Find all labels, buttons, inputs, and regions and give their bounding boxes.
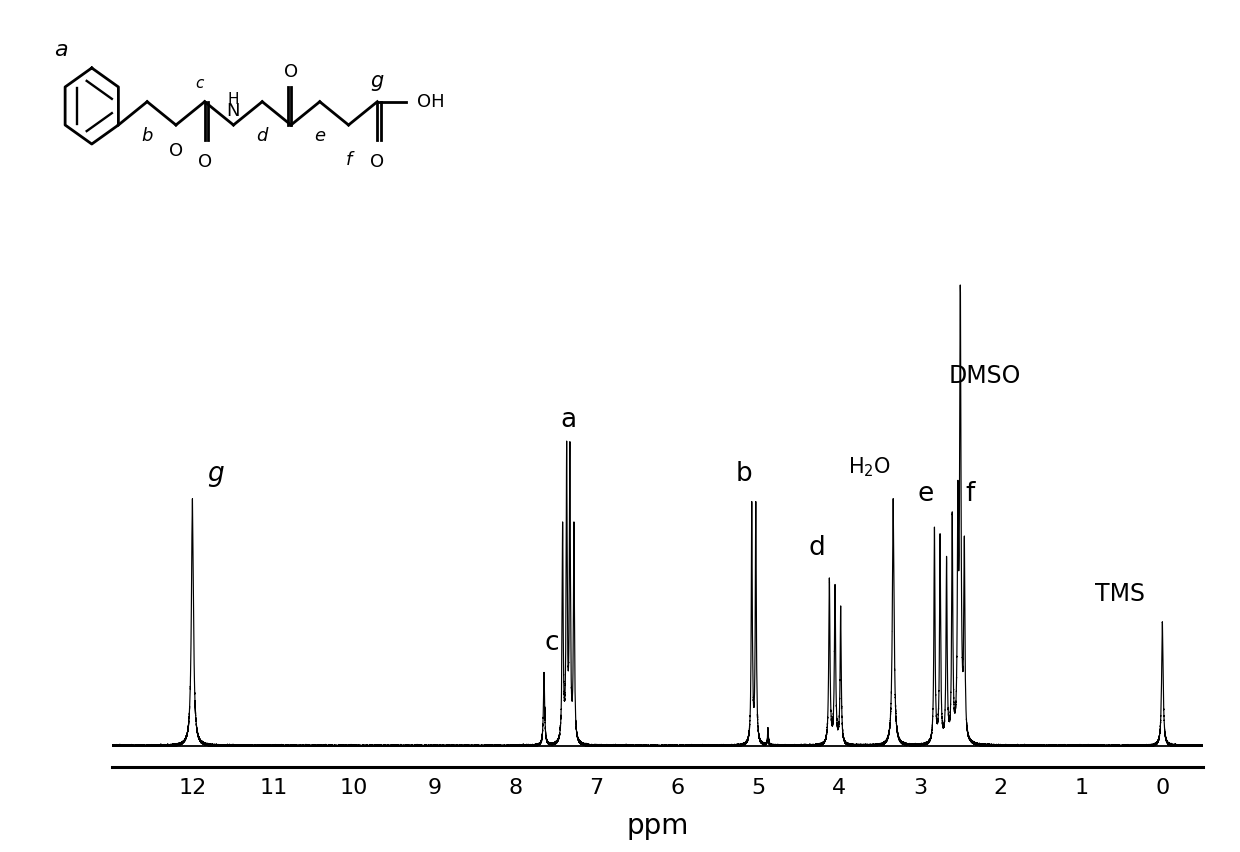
Text: d: d: [257, 128, 268, 146]
Text: H: H: [228, 92, 239, 106]
Text: DMSO: DMSO: [949, 364, 1021, 388]
Text: O: O: [284, 63, 298, 81]
Text: H$_2$O: H$_2$O: [848, 455, 892, 479]
Text: N: N: [227, 102, 241, 120]
Text: g: g: [371, 71, 384, 90]
Text: a: a: [53, 40, 67, 60]
Text: O: O: [169, 142, 184, 160]
Text: d: d: [808, 535, 825, 561]
Text: b: b: [735, 461, 753, 486]
Text: OH: OH: [417, 93, 445, 111]
Text: c: c: [196, 76, 203, 90]
Text: O: O: [197, 153, 212, 171]
Text: O: O: [371, 153, 384, 171]
Text: e: e: [918, 481, 934, 508]
Text: TMS: TMS: [1095, 582, 1146, 607]
Text: a: a: [560, 407, 577, 433]
Text: e: e: [314, 128, 325, 146]
Text: f: f: [346, 151, 352, 169]
X-axis label: ppm: ppm: [626, 812, 688, 840]
Text: b: b: [141, 128, 153, 146]
Text: c: c: [544, 630, 559, 656]
Text: g: g: [207, 461, 223, 486]
Text: f: f: [965, 481, 975, 508]
